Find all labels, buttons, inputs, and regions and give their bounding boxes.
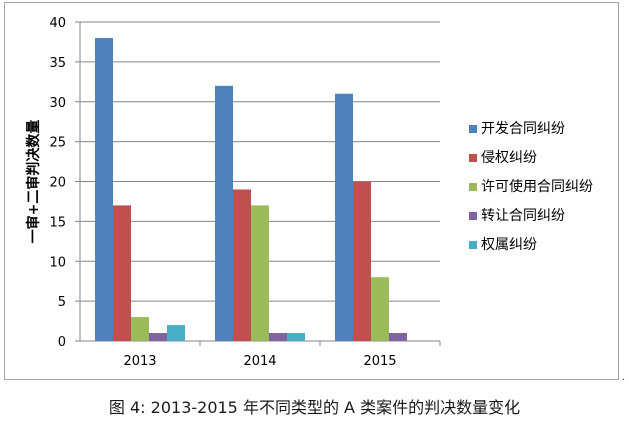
bar-2013-series-4 xyxy=(167,325,185,341)
x-tick-label: 2013 xyxy=(123,354,156,369)
figure-caption: 图 4: 2013-2015 年不同类型的 A 类案件的判决数量变化 xyxy=(108,398,521,417)
y-tick-label: 35 xyxy=(49,56,66,71)
bar-2014-series-0 xyxy=(215,85,233,341)
legend-swatch-3 xyxy=(469,212,477,220)
bar-2015-series-2 xyxy=(371,277,389,341)
bar-2013-series-1 xyxy=(113,205,131,341)
y-tick-label: 40 xyxy=(49,16,66,31)
legend-label-3: 转让合同纠纷 xyxy=(481,208,565,224)
bar-2013-series-0 xyxy=(95,37,113,341)
y-axis-label: 一审+二审判决数量 xyxy=(25,120,42,244)
x-tick-label: 2014 xyxy=(243,354,276,369)
legend-label-1: 侵权纠纷 xyxy=(481,149,537,166)
legend-swatch-2 xyxy=(469,183,477,191)
y-tick-label: 10 xyxy=(49,255,66,270)
y-tick-label: 30 xyxy=(49,96,66,111)
bar-2014-series-1 xyxy=(233,189,251,341)
legend-swatch-0 xyxy=(469,125,477,133)
bar-2014-series-4 xyxy=(287,333,305,341)
legend-label-2: 许可使用合同纠纷 xyxy=(481,178,593,195)
bar-2014-series-3 xyxy=(269,333,287,341)
y-tick-label: 25 xyxy=(49,136,66,151)
legend-swatch-1 xyxy=(469,154,477,162)
y-tick-label: 5 xyxy=(58,295,66,310)
legend-swatch-4 xyxy=(469,241,477,249)
bar-2015-series-1 xyxy=(353,181,371,341)
legend-label-4: 权属纠纷 xyxy=(481,237,537,253)
bar-2013-series-2 xyxy=(131,317,149,341)
bar-2015-series-3 xyxy=(389,333,407,341)
bar-2015-series-0 xyxy=(335,93,353,342)
bar-2013-series-3 xyxy=(149,333,167,341)
y-tick-label: 15 xyxy=(49,215,66,230)
y-tick-label: 20 xyxy=(49,176,66,191)
legend-label-0: 开发合同纠纷 xyxy=(481,121,565,137)
bar-2014-series-2 xyxy=(251,205,269,341)
x-tick-label: 2015 xyxy=(363,354,396,369)
y-tick-label: 0 xyxy=(58,335,66,350)
trailing-mark: . xyxy=(622,372,626,383)
